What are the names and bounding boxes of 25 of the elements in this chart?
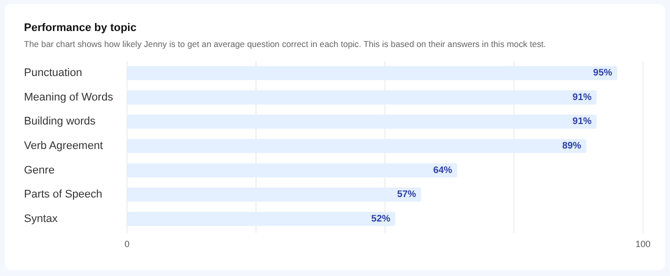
bar xyxy=(127,114,597,129)
chart-subtitle: The bar chart shows how likely Jenny is to get an average question correct in each topic. This is based on their answers in this mock test. xyxy=(24,39,546,49)
y-tick-label: Parts of Speech xyxy=(24,188,102,201)
x-tick-label: 0 xyxy=(124,239,130,249)
data-label: 89% xyxy=(562,140,582,152)
data-label: 64% xyxy=(433,164,453,176)
y-tick-label: Punctuation xyxy=(24,67,82,80)
data-label: 91% xyxy=(572,92,592,103)
bar xyxy=(127,138,586,154)
bar xyxy=(127,212,396,226)
y-tick-label: Syntax xyxy=(24,212,58,225)
data-label: 95% xyxy=(593,68,613,79)
y-tick-label: Building words xyxy=(24,116,96,128)
x-tick-label: 100 xyxy=(635,239,651,249)
y-tick-label: Meaning of Words xyxy=(24,91,114,104)
chart-title: Performance by topic xyxy=(24,22,136,34)
data-label: 57% xyxy=(397,189,417,200)
bar xyxy=(127,66,618,80)
y-tick-label: Verb Agreement xyxy=(24,140,103,152)
data-label: 52% xyxy=(371,213,391,224)
data-label: 91% xyxy=(572,116,592,128)
bar xyxy=(127,163,458,178)
y-tick-label: Genre xyxy=(24,164,55,176)
bar xyxy=(127,90,597,104)
bar xyxy=(127,188,422,202)
